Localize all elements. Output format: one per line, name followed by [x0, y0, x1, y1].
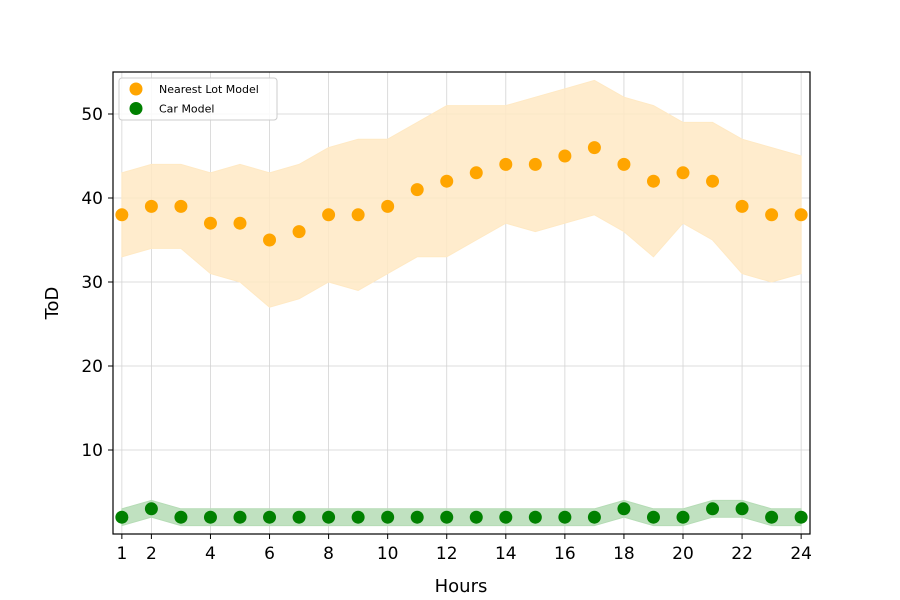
x-tick-label: 18	[613, 544, 635, 564]
x-tick-label: 2	[146, 544, 157, 564]
point-series-1-x7	[292, 225, 306, 239]
point-series-1-x18	[617, 157, 631, 171]
x-tick-label: 14	[495, 544, 517, 564]
point-series-2-x8	[322, 510, 336, 524]
point-series-1-x3	[174, 199, 188, 213]
point-series-2-x1	[115, 510, 129, 524]
point-series-1-x13	[469, 166, 483, 180]
point-series-2-x19	[646, 510, 660, 524]
x-tick-label: 4	[205, 544, 216, 564]
band-series-2	[121, 499, 802, 527]
legend: Nearest Lot Model Car Model	[118, 77, 278, 121]
point-series-2-x10	[381, 510, 395, 524]
x-tick-label: 16	[554, 544, 576, 564]
point-series-2-x2	[144, 502, 158, 516]
x-tick-label: 24	[790, 544, 812, 564]
point-series-2-x23	[765, 510, 779, 524]
point-series-2-x9	[351, 510, 365, 524]
point-series-2-x4	[203, 510, 217, 524]
y-tick-label: 40	[81, 189, 103, 209]
x-tick-label: 10	[377, 544, 399, 564]
point-series-1-x11	[410, 183, 424, 197]
y-tick-label: 30	[81, 273, 103, 293]
point-series-2-x14	[499, 510, 513, 524]
point-series-1-x2	[144, 199, 158, 213]
data-points	[115, 141, 808, 524]
legend-label-series-2: Car Model	[159, 103, 214, 116]
legend-marker-series-1	[129, 82, 143, 96]
x-tick-label: 22	[731, 544, 753, 564]
legend-label-series-1: Nearest Lot Model	[159, 83, 259, 96]
point-series-2-x22	[735, 502, 749, 516]
x-axis-label: Hours	[435, 576, 488, 597]
point-series-1-x1	[115, 208, 129, 222]
point-series-1-x15	[528, 157, 542, 171]
point-series-2-x17	[587, 510, 601, 524]
legend-marker-series-2	[129, 102, 143, 115]
point-series-1-x8	[322, 208, 336, 222]
point-series-2-x21	[706, 502, 720, 516]
x-tick-label: 20	[672, 544, 694, 564]
point-series-2-x15	[528, 510, 542, 524]
point-series-1-x23	[765, 208, 779, 222]
point-series-2-x20	[676, 510, 690, 524]
point-series-2-x5	[233, 510, 247, 524]
y-tick-label: 10	[81, 441, 103, 461]
point-series-1-x6	[263, 233, 277, 247]
x-tick-label: 12	[436, 544, 458, 564]
point-series-1-x4	[203, 216, 217, 230]
point-series-2-x13	[469, 510, 483, 524]
point-series-1-x21	[706, 174, 720, 188]
point-series-2-x12	[440, 510, 454, 524]
point-series-1-x10	[381, 199, 395, 213]
point-series-2-x11	[410, 510, 424, 524]
point-series-2-x16	[558, 510, 572, 524]
point-series-2-x6	[263, 510, 277, 524]
point-series-1-x17	[587, 141, 601, 155]
point-series-2-x18	[617, 502, 631, 516]
point-series-1-x16	[558, 149, 572, 163]
point-series-1-x5	[233, 216, 247, 230]
point-series-2-x24	[794, 510, 808, 524]
band-series-1	[121, 79, 802, 308]
point-series-1-x14	[499, 157, 513, 171]
y-tick-label: 50	[81, 105, 103, 125]
x-tick-label: 6	[264, 544, 275, 564]
point-series-1-x9	[351, 208, 365, 222]
point-series-1-x22	[735, 199, 749, 213]
y-tick-label: 20	[81, 357, 103, 377]
x-tick-label: 1	[116, 544, 127, 564]
legend-box	[118, 77, 278, 121]
y-axis-label: ToD	[42, 287, 63, 321]
point-series-1-x20	[676, 166, 690, 180]
plot-frame	[112, 71, 811, 535]
confidence-bands	[121, 79, 802, 527]
point-series-2-x3	[174, 510, 188, 524]
x-tick-label: 8	[323, 544, 334, 564]
point-series-1-x24	[794, 208, 808, 222]
point-series-1-x12	[440, 174, 454, 188]
point-series-2-x7	[292, 510, 306, 524]
point-series-1-x19	[646, 174, 660, 188]
